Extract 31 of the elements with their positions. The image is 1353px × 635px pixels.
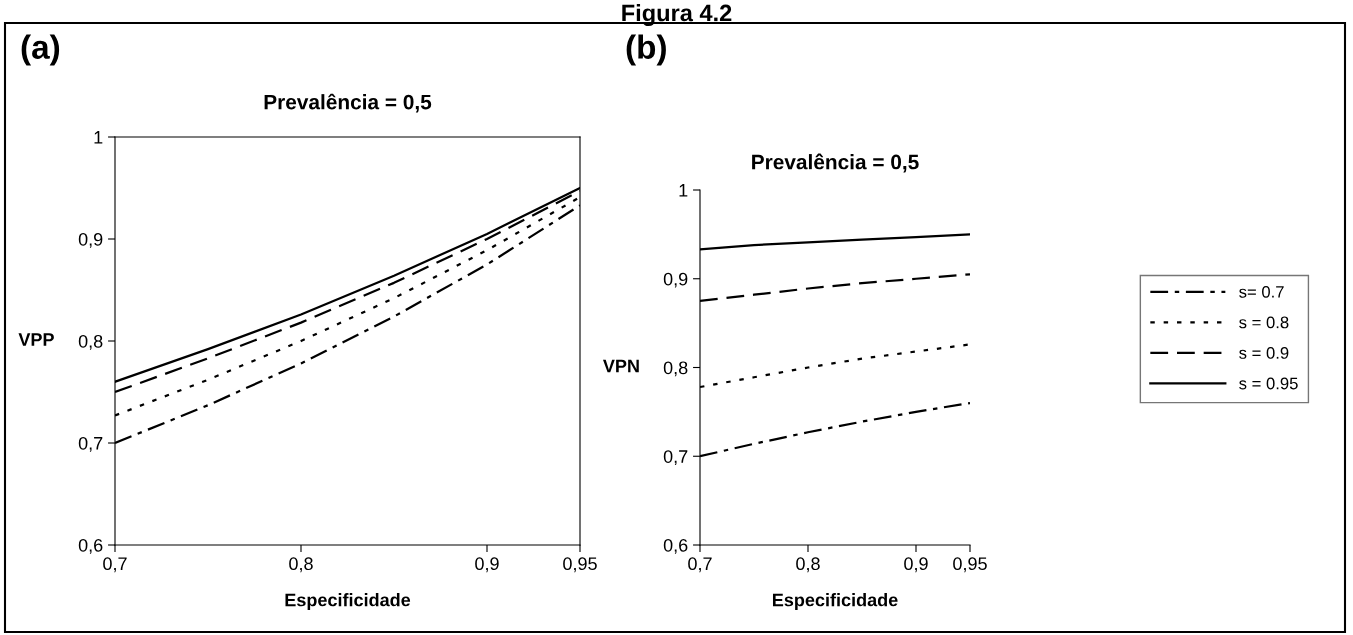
y-tick-label: 0,7 bbox=[663, 450, 688, 466]
text: (a) bbox=[21, 34, 60, 66]
x-tick-label: 0,7 bbox=[103, 557, 127, 573]
legend-label: s = 0.8 bbox=[1239, 316, 1289, 329]
legend-label: s= 0.7 bbox=[1239, 285, 1284, 298]
y-tick-label: 0,9 bbox=[78, 232, 103, 248]
y-axis-title: VPP bbox=[18, 333, 54, 346]
x-axis-title: Especificidade bbox=[772, 593, 898, 610]
x-tick-label: 0,7 bbox=[688, 557, 712, 573]
y-tick-label: 0,6 bbox=[78, 538, 103, 554]
x-tick-label: 0,95 bbox=[953, 557, 987, 573]
x-tick-label: 0,8 bbox=[289, 557, 313, 573]
y-tick-label: 1 bbox=[94, 131, 103, 144]
legend-label: s = 0.95 bbox=[1239, 377, 1298, 390]
chart-title: Prevalência = 0,5 bbox=[264, 93, 432, 113]
chart-title: Prevalência = 0,5 bbox=[752, 153, 919, 173]
y-tick-label: 0,6 bbox=[663, 538, 688, 554]
y-tick-label: 0,9 bbox=[663, 272, 688, 288]
y-tick-label: 1 bbox=[679, 184, 688, 197]
x-tick-label: 0,9 bbox=[904, 557, 928, 573]
y-tick-label: 0,7 bbox=[78, 436, 103, 452]
x-tick-label: 0,9 bbox=[475, 557, 499, 573]
legend-label: s = 0.9 bbox=[1239, 347, 1289, 359]
y-tick-label: 0,8 bbox=[78, 334, 103, 350]
text: Figura 4.2 bbox=[622, 4, 732, 27]
y-tick-label: 0,8 bbox=[663, 361, 688, 377]
x-tick-label: 0,8 bbox=[796, 557, 820, 573]
x-axis-title: Especificidade bbox=[285, 593, 411, 610]
text: (b) bbox=[626, 34, 666, 66]
y-axis-title: VPN bbox=[602, 359, 639, 373]
x-tick-label: 0,95 bbox=[563, 557, 597, 573]
